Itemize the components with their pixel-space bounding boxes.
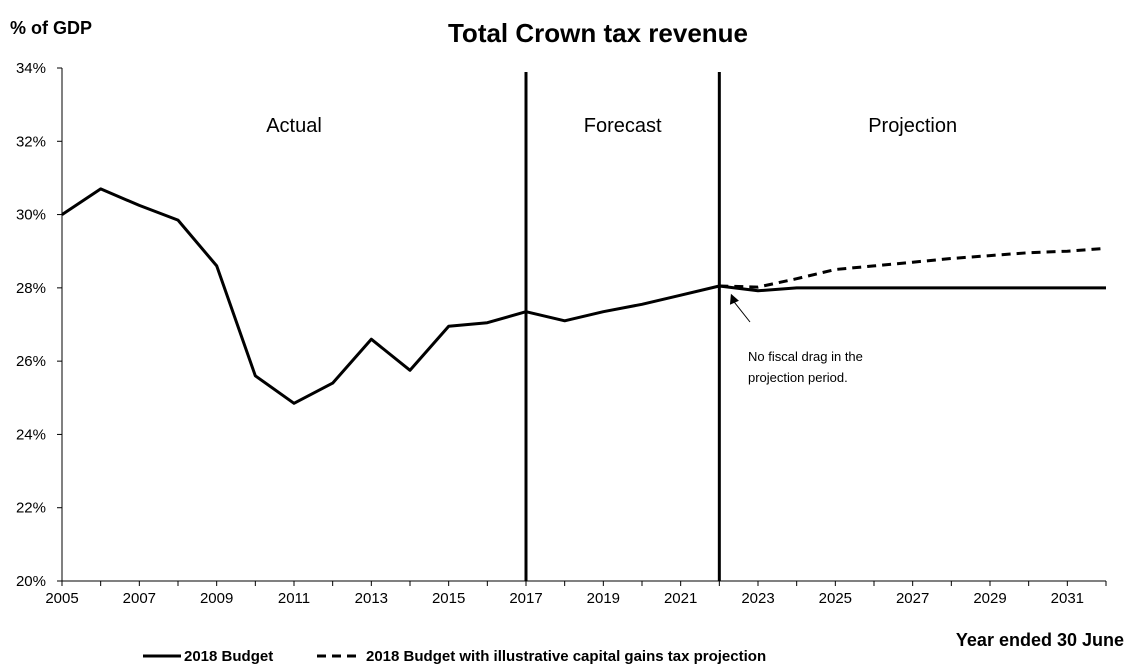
x-tick-label: 2027 [896,590,929,607]
x-tick-label: 2005 [45,590,78,607]
x-tick-label: 2015 [432,590,465,607]
x-axis-label: Year ended 30 June [956,630,1124,650]
x-tick-label: 2021 [664,590,697,607]
y-tick-label: 34% [16,60,46,77]
x-tick-label: 2031 [1051,590,1084,607]
y-axis-label: % of GDP [10,18,92,38]
annotation-arrow-head [729,293,739,305]
plot-area: 20% 22% 24% 26% 28% 30% 32% 34% 2005 2007 2009 201… [16,60,1107,607]
y-ticks: 20% 22% 24% 26% 28% 30% 32% 34% [16,60,62,590]
y-tick-label: 32% [16,133,46,150]
period-label: Actual [266,115,322,137]
y-tick-label: 28% [16,280,46,297]
annotation-text: No fiscal drag in the [748,349,863,364]
x-tick-label: 2007 [123,590,156,607]
y-tick-label: 26% [16,353,46,370]
x-tick-label: 2017 [509,590,542,607]
y-tick-label: 30% [16,207,46,224]
period-label: Forecast [584,115,662,137]
series-line-cgt [719,246,1107,289]
y-tick-label: 22% [16,500,46,517]
series-lines [61,187,1107,405]
x-tick-label: 2009 [200,590,233,607]
period-labels: Actual Forecast Projection [266,115,957,137]
y-tick-label: 24% [16,426,46,443]
legend-label-cgt: 2018 Budget with illustrative capital ga… [366,648,766,665]
x-ticks: 2005 2007 2009 2011 2013 2015 2017 2019 2021 2023… [45,581,1107,607]
x-tick-label: 2023 [741,590,774,607]
annotation-text: projection period. [748,370,848,385]
annotation-arrow-line [733,301,751,323]
legend: 2018 Budget 2018 Budget with illustrativ… [143,648,766,665]
y-tick-label: 20% [16,573,46,590]
x-tick-label: 2011 [278,590,310,607]
annotation: No fiscal drag in the projection period. [729,293,863,385]
x-tick-label: 2013 [355,590,388,607]
series-line-budget [61,187,1106,405]
x-tick-label: 2029 [973,590,1006,607]
x-tick-label: 2025 [819,590,852,607]
chart-title: Total Crown tax revenue [448,18,748,48]
period-label: Projection [868,115,957,137]
legend-label-budget: 2018 Budget [184,648,273,665]
x-tick-label: 2019 [587,590,620,607]
period-dividers [524,72,721,581]
